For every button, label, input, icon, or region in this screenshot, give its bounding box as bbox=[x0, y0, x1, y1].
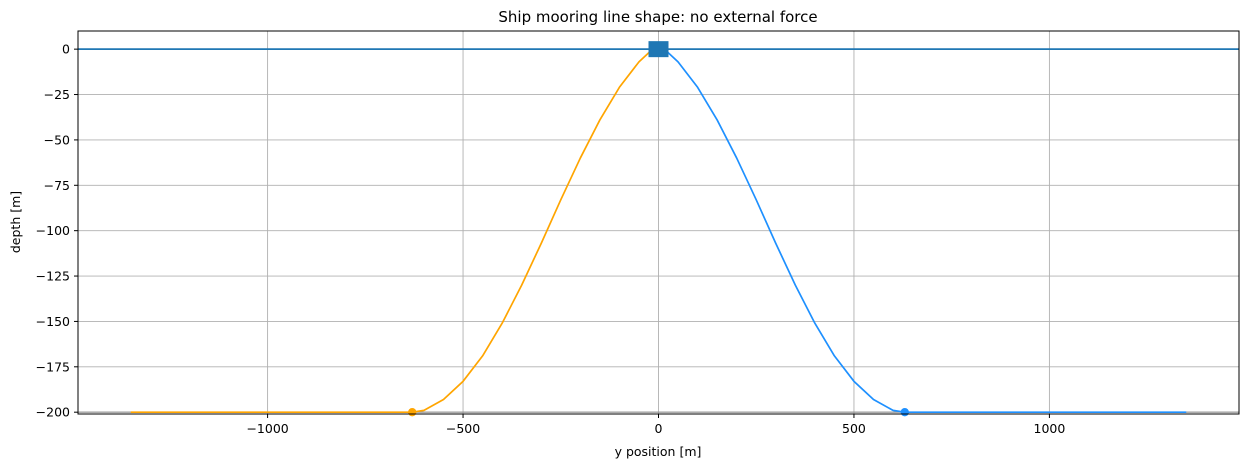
x-tick-label: 1000 bbox=[1034, 421, 1066, 436]
y-tick-label: −75 bbox=[44, 178, 70, 193]
x-tick-label: 500 bbox=[842, 421, 866, 436]
y-tick-label: −125 bbox=[36, 269, 70, 284]
y-axis: 0 −25 −50 −75 −100 −125 −150 −175 −200 bbox=[36, 42, 78, 420]
mooring-line-1 bbox=[130, 48, 654, 414]
mooring-line-2 bbox=[663, 48, 1187, 414]
y-tick-label: −100 bbox=[36, 223, 70, 238]
ship-marker-group bbox=[648, 41, 669, 58]
y-tick-label: 0 bbox=[62, 42, 70, 57]
y-axis-label: depth [m] bbox=[8, 191, 23, 253]
y-tick-label: −175 bbox=[36, 359, 70, 374]
y-tick-label: −25 bbox=[44, 87, 70, 102]
chart-title: Ship mooring line shape: no external for… bbox=[498, 8, 817, 26]
x-tick-label: −1000 bbox=[246, 421, 288, 436]
x-tick-label: 0 bbox=[655, 421, 663, 436]
anchor-point-1 bbox=[408, 407, 417, 417]
y-tick-label: −150 bbox=[36, 314, 70, 329]
x-tick-label: −500 bbox=[446, 421, 480, 436]
x-axis: −1000 −500 0 500 1000 bbox=[246, 414, 1065, 436]
ship-marker bbox=[648, 41, 669, 58]
y-tick-label: −200 bbox=[36, 405, 70, 420]
grid bbox=[78, 31, 1239, 414]
x-axis-label: y position [m] bbox=[615, 444, 702, 459]
anchor-point-2 bbox=[900, 407, 909, 417]
series-group bbox=[130, 48, 1187, 414]
y-tick-label: −50 bbox=[44, 132, 70, 147]
